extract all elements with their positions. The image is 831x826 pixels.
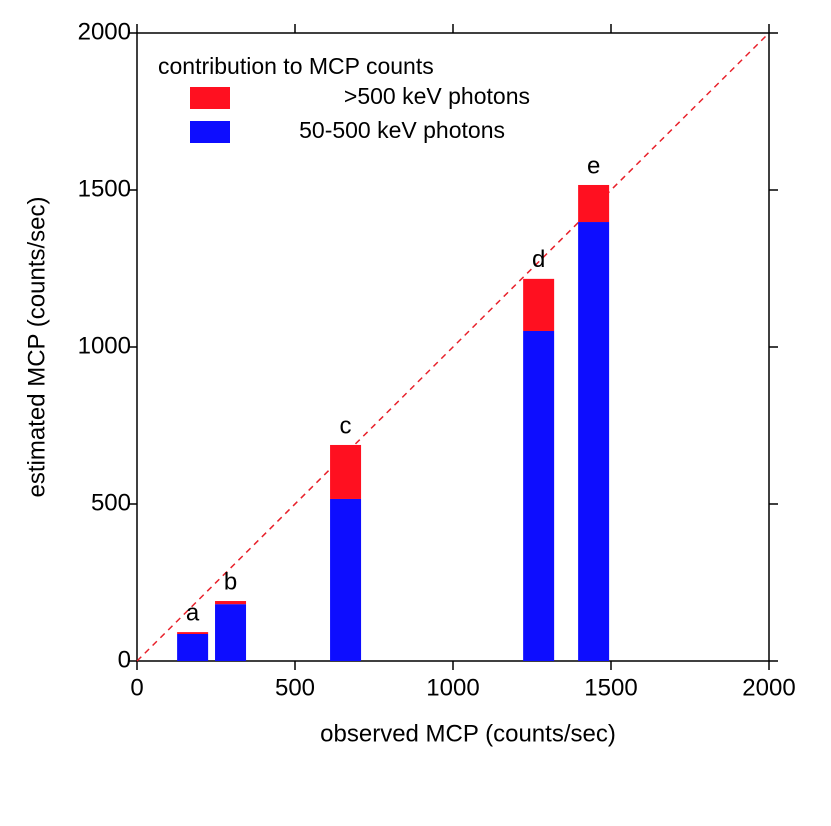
y-axis-label: estimated MCP (counts/sec): [23, 197, 50, 498]
y-tick-label: 2000: [78, 18, 131, 45]
legend-title: contribution to MCP counts: [158, 53, 434, 79]
bar-label: d: [532, 246, 545, 273]
legend-swatch: [190, 87, 230, 109]
bar-segment: [578, 222, 610, 661]
reference-line: [136, 32, 770, 662]
y-tick-label: 0: [118, 646, 131, 673]
y-tick-label: 1000: [78, 332, 131, 359]
bar-segment: [330, 498, 362, 661]
legend-swatch: [190, 121, 230, 143]
bar-label: b: [224, 568, 237, 595]
bar-segment: [177, 633, 209, 661]
bar-label: c: [340, 412, 352, 439]
legend-label: >500 keV photons: [344, 83, 530, 109]
x-tick-label: 1000: [426, 674, 479, 701]
x-axis-label: observed MCP (counts/sec): [320, 720, 616, 747]
bar-segment: [523, 278, 555, 331]
bar-segment: [523, 330, 555, 661]
bar-segment: [215, 604, 247, 661]
bar-segment: [330, 444, 362, 499]
bar-segment: [578, 184, 610, 223]
bar-label: a: [186, 599, 200, 626]
bar-label: e: [587, 152, 600, 179]
legend-label: 50-500 keV photons: [299, 117, 505, 143]
x-tick-label: 500: [275, 674, 315, 701]
bar-segment: [215, 601, 247, 605]
x-tick-label: 0: [130, 674, 143, 701]
y-tick-label: 1500: [78, 175, 131, 202]
y-tick-label: 500: [91, 489, 131, 516]
x-tick-label: 1500: [584, 674, 637, 701]
bar-segment: [177, 632, 209, 634]
x-tick-label: 2000: [742, 674, 795, 701]
